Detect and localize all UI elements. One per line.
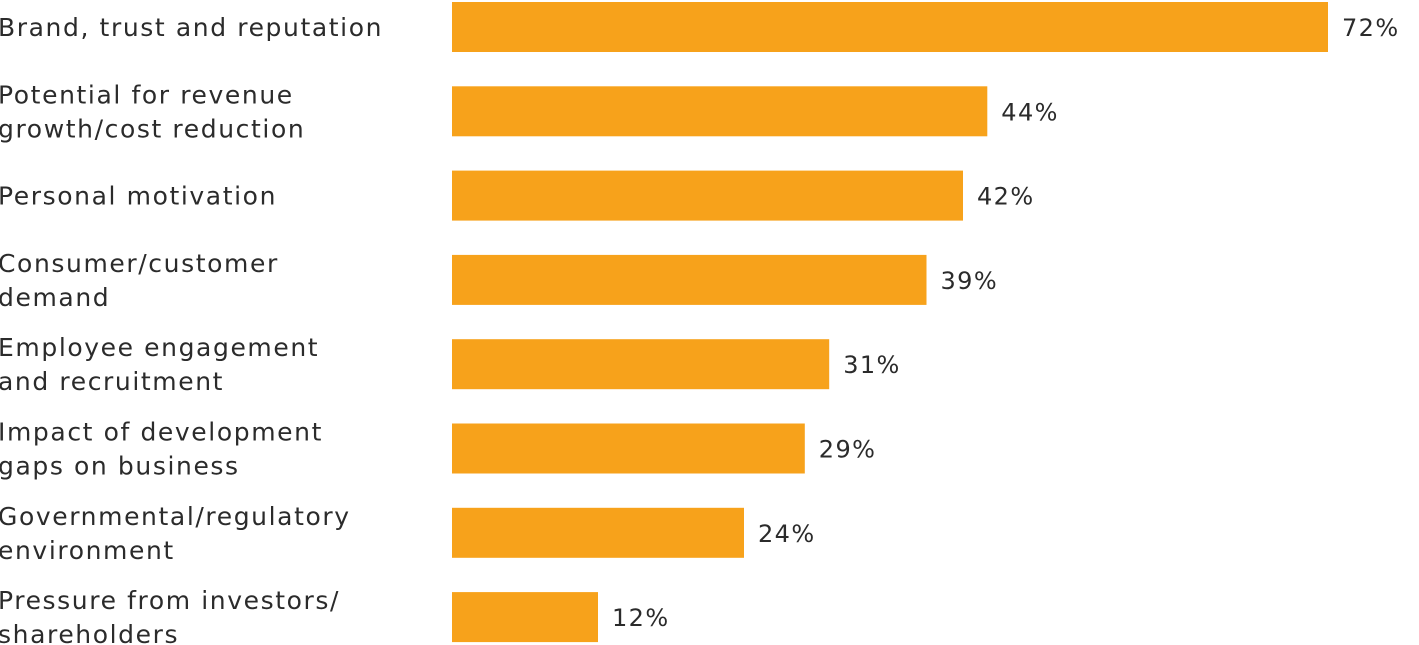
bar — [452, 507, 744, 558]
bar — [452, 170, 963, 221]
category-label-line: Brand, trust and reputation — [0, 13, 383, 42]
category-label-line: shareholders — [0, 620, 179, 645]
bar — [452, 339, 830, 390]
category-label-line: Governmental/regulatory — [0, 502, 351, 531]
category-label-line: and recruitment — [0, 367, 224, 396]
value-label: 29% — [819, 436, 877, 464]
value-labels-group: 72% 44% 42% 39% 31% 29% 24% 12% — [612, 14, 1400, 632]
bar — [452, 2, 1328, 52]
value-label: 42% — [977, 183, 1035, 211]
category-labels-group: Brand, trust and reputation Potential for… — [0, 13, 383, 645]
bar — [452, 592, 598, 643]
value-label: 24% — [758, 520, 816, 548]
category-label: Potential for revenue growth/cost reducti… — [0, 80, 305, 143]
category-label-line: Pressure from investors/ — [0, 586, 340, 615]
category-label: Pressure from investors/shareholders — [0, 586, 340, 645]
category-label-line: Employee engagement — [0, 333, 319, 362]
category-label: Employee engagement and recruitment — [0, 333, 319, 396]
category-label-line: Consumer/customer — [0, 249, 279, 278]
bar — [452, 86, 988, 137]
category-label-line: demand — [0, 283, 110, 312]
value-label: 31% — [843, 351, 901, 379]
value-label: 39% — [941, 267, 999, 295]
value-label: 12% — [612, 604, 670, 632]
category-label-line: Potential for revenue — [0, 80, 294, 109]
category-label-line: environment — [0, 536, 175, 565]
category-label: Impact of development gaps on business — [0, 418, 323, 481]
category-label-line: Impact of development — [0, 418, 323, 447]
category-label-line: growth/cost reduction — [0, 114, 305, 143]
category-label: Personal motivation — [0, 182, 277, 211]
value-label: 44% — [1001, 98, 1059, 126]
category-label-line: gaps on business — [0, 452, 240, 481]
value-label: 72% — [1342, 14, 1400, 42]
bar — [452, 254, 927, 305]
category-label-line: Personal motivation — [0, 182, 277, 211]
category-label: Brand, trust and reputation — [0, 13, 383, 42]
bar — [452, 423, 805, 474]
category-label: Consumer/customer demand — [0, 249, 279, 312]
category-label: Governmental/regulatory environment — [0, 502, 351, 565]
bars-group — [452, 2, 1328, 643]
